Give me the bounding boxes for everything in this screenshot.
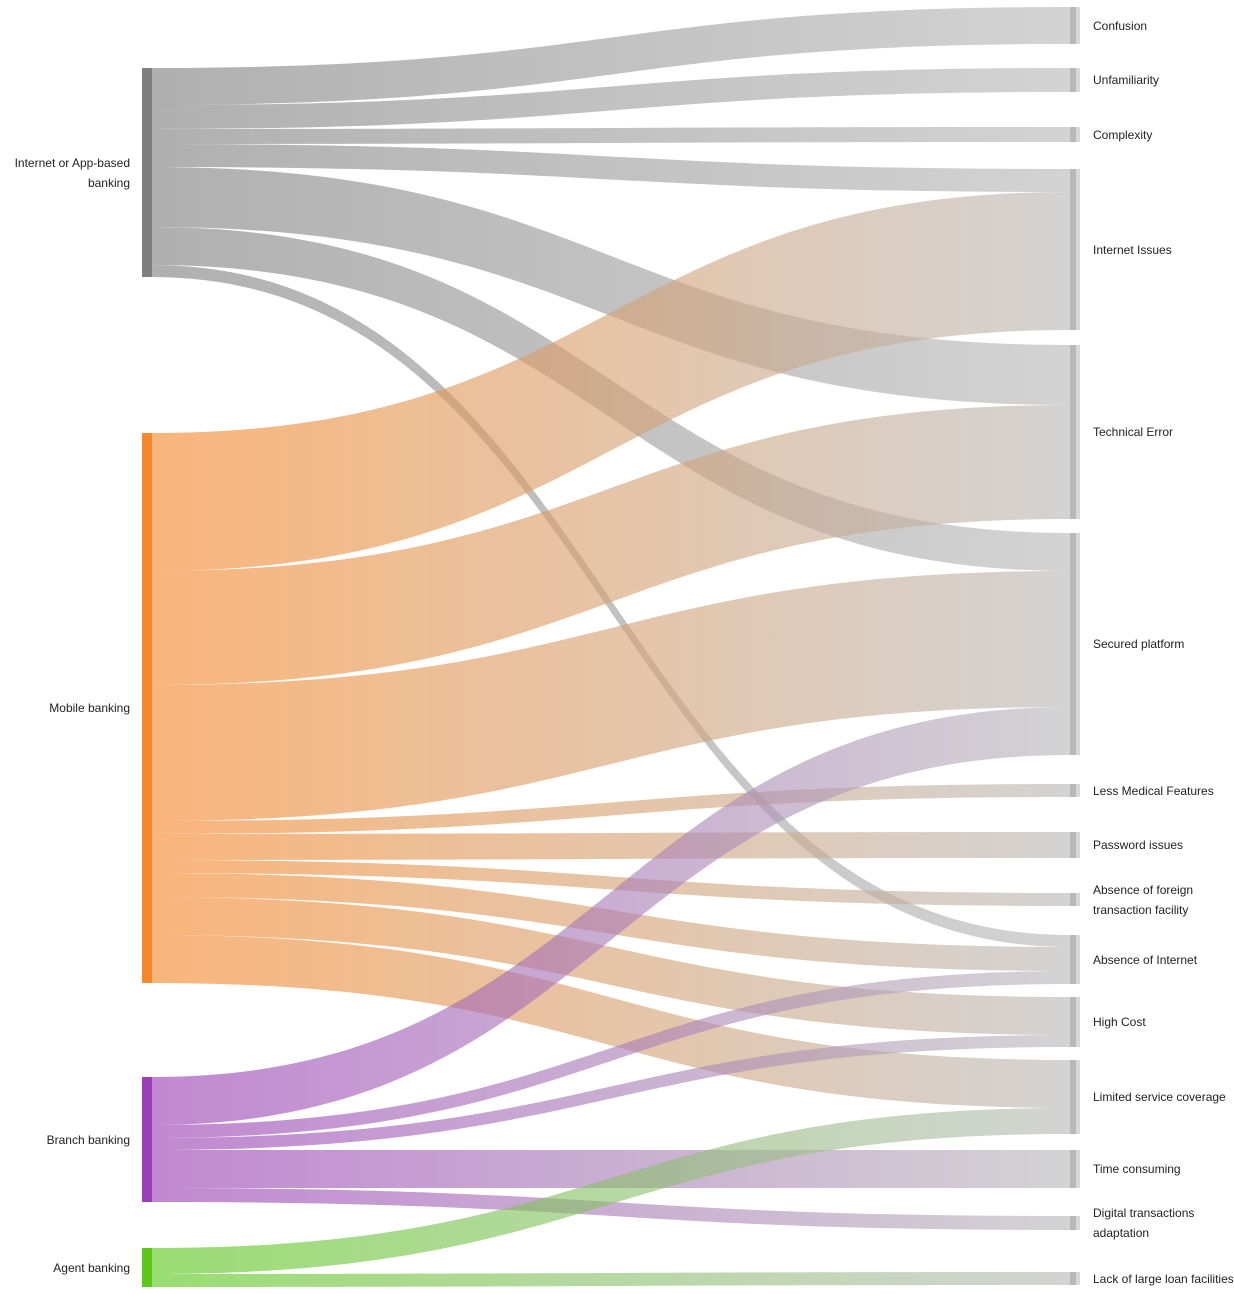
node-highlight: [1076, 935, 1080, 984]
node-highlight: [1076, 1060, 1080, 1134]
node-label: Complexity: [1093, 127, 1153, 142]
link: [152, 860, 1070, 906]
node-highlight: [1076, 784, 1080, 797]
link: [152, 127, 1070, 144]
node-highlight: [1076, 1150, 1080, 1188]
node-label: High Cost: [1093, 1015, 1146, 1029]
node-highlight: [1076, 1272, 1080, 1285]
node-label: Less Medical Features: [1093, 783, 1214, 798]
node-label: Confusion: [1093, 18, 1148, 33]
link: [152, 1108, 1070, 1274]
link: [152, 971, 1070, 1138]
node: [1070, 1150, 1080, 1188]
node-label: Limited service coverage: [1093, 1090, 1226, 1104]
link: [152, 7, 1070, 105]
node: [1070, 1060, 1080, 1134]
link: [152, 832, 1070, 860]
link: [152, 1150, 1070, 1188]
node: [1070, 1216, 1080, 1230]
node-highlight: [1076, 533, 1080, 755]
link: [152, 571, 1070, 821]
link: [152, 68, 1070, 129]
node: [1070, 893, 1080, 906]
node-highlight: [1076, 893, 1080, 906]
node: [1070, 345, 1080, 519]
node: [1070, 935, 1080, 984]
node: [1070, 7, 1080, 44]
link: [152, 1188, 1070, 1230]
node: [142, 433, 152, 983]
node-label: Internet or App-based banking: [14, 155, 130, 190]
link: [152, 265, 1070, 947]
node-highlight: [1076, 997, 1080, 1047]
node-label: Absence of foreign transaction facility: [1093, 882, 1194, 917]
link: [152, 707, 1070, 1125]
node-highlight: [1076, 832, 1080, 858]
node-label: Lack of large loan facilities: [1093, 1271, 1234, 1286]
node-label: Digital transactions adaptation: [1093, 1206, 1195, 1240]
link: [152, 144, 1070, 192]
node-label: Absence of Internet: [1093, 952, 1198, 967]
node: [1070, 997, 1080, 1047]
node: [1070, 1272, 1080, 1285]
link: [152, 784, 1070, 834]
link: [152, 935, 1070, 1108]
node: [1070, 127, 1080, 142]
node-label: Agent banking: [53, 1260, 130, 1275]
node: [142, 68, 152, 277]
node-label: Branch banking: [46, 1132, 130, 1147]
node: [1070, 68, 1080, 92]
node-label: Secured platform: [1093, 637, 1185, 651]
link: [152, 405, 1070, 685]
node-highlight: [1076, 127, 1080, 142]
node: [1070, 533, 1080, 755]
node-highlight: [1076, 7, 1080, 44]
node-highlight: [1076, 169, 1080, 330]
node-label: Unfamiliarity: [1093, 73, 1160, 87]
node-highlight: [1076, 68, 1080, 92]
link: [152, 897, 1070, 1035]
links: [152, 7, 1070, 1287]
node: [1070, 832, 1080, 858]
link: [152, 1272, 1070, 1287]
node-label: Mobile banking: [49, 701, 130, 715]
node: [1070, 784, 1080, 797]
node-label: Technical Error: [1093, 425, 1174, 439]
node: [142, 1248, 152, 1287]
node-highlight: [1076, 345, 1080, 519]
node-highlight: [1076, 1216, 1080, 1230]
node: [142, 1077, 152, 1202]
link: [152, 192, 1070, 571]
node: [1070, 169, 1080, 330]
node-label: Password issues: [1093, 838, 1184, 852]
node-label: Time consuming: [1093, 1162, 1181, 1176]
node-label: Internet Issues: [1093, 242, 1172, 257]
link: [152, 1035, 1070, 1150]
